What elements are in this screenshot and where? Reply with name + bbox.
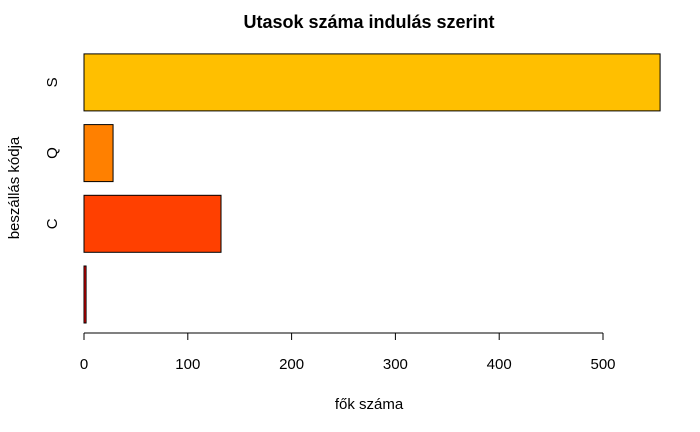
- x-tick-label: 200: [279, 356, 304, 373]
- y-tick-labels: C Q S: [44, 77, 61, 229]
- y-axis-label: beszállás kódja: [6, 136, 23, 239]
- bar-c: [83, 194, 222, 253]
- y-tick-label-c: C: [44, 218, 61, 229]
- x-tick-label: 0: [80, 356, 88, 373]
- bars-group: [83, 53, 661, 324]
- x-tick-label: 100: [175, 356, 200, 373]
- bar-q: [83, 124, 114, 183]
- x-tick-label: 400: [487, 356, 512, 373]
- y-tick-label-s: S: [44, 77, 61, 87]
- x-axis: 0 100 200 300 400 500: [80, 332, 616, 373]
- x-tick-label: 300: [383, 356, 408, 373]
- bar-blank: [83, 265, 87, 324]
- x-axis-label: fők száma: [335, 396, 404, 413]
- chart-title: Utasok száma indulás szerint: [243, 12, 494, 32]
- bar-s: [83, 53, 661, 112]
- x-tick-label: 500: [590, 356, 615, 373]
- y-tick-label-q: Q: [44, 147, 61, 159]
